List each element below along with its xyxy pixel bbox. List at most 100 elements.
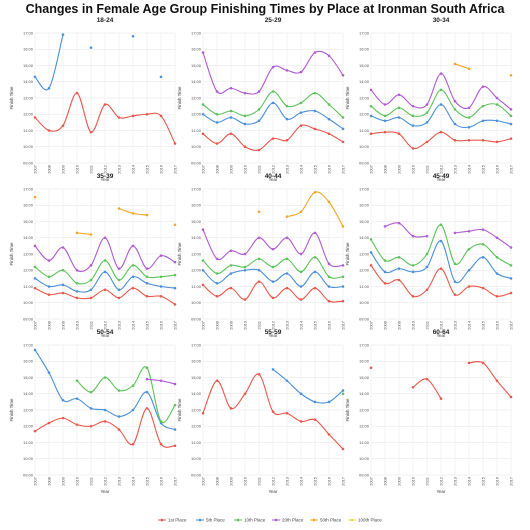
x-axis-label: Year xyxy=(268,177,278,182)
series-5th-place xyxy=(271,368,345,404)
data-point xyxy=(411,270,415,274)
x-tick-label: 2007 xyxy=(33,476,38,486)
data-point xyxy=(131,408,135,412)
data-point xyxy=(159,294,163,298)
x-tick-label: 2014 xyxy=(299,476,304,486)
data-point xyxy=(145,112,149,116)
data-point xyxy=(201,112,205,116)
series-5th-place xyxy=(369,103,513,129)
y-axis-label: Finish Time xyxy=(345,242,350,266)
data-point xyxy=(47,293,51,296)
series-10th-place xyxy=(33,259,177,285)
panel-55-59: 55-59 09:00 10:00 11:00 12:00 13:00 14:00 15:00… xyxy=(177,329,346,494)
y-tick-label: 17:00 xyxy=(359,30,370,35)
panel-title: 45-49 xyxy=(433,173,450,180)
data-point xyxy=(299,252,303,256)
legend-item: 5th Place xyxy=(196,518,225,523)
data-point xyxy=(453,280,457,283)
data-point xyxy=(495,103,499,106)
data-point xyxy=(173,403,177,407)
x-tick-label: 2015 xyxy=(313,164,318,174)
y-axis-label: Finish Time xyxy=(177,86,182,110)
y-axis-label: Finish Time xyxy=(9,398,14,422)
data-point xyxy=(313,270,317,274)
data-point xyxy=(243,145,247,149)
data-point xyxy=(383,270,387,274)
data-point xyxy=(313,127,317,131)
y-tick-label: 12:00 xyxy=(191,268,202,273)
y-tick-label: 13:00 xyxy=(191,251,202,256)
data-point xyxy=(173,286,177,290)
y-tick-label: 15:00 xyxy=(359,63,370,68)
data-point xyxy=(439,88,443,92)
x-tick-label: 2016 xyxy=(495,476,500,486)
data-point xyxy=(215,121,219,124)
data-point xyxy=(285,104,289,108)
panel-30-34: 30-34 09:00 10:00 11:00 12:00 13:00 14:00 15:00… xyxy=(345,17,514,182)
data-point xyxy=(453,122,457,126)
data-point xyxy=(47,371,51,374)
data-point xyxy=(327,103,331,106)
y-tick-label: 15:00 xyxy=(359,375,370,380)
data-point xyxy=(285,236,289,240)
data-point xyxy=(383,281,387,285)
x-axis-label: Year xyxy=(268,333,278,338)
data-point xyxy=(89,390,93,394)
data-point xyxy=(145,366,149,370)
data-point xyxy=(243,91,247,95)
y-tick-label: 14:00 xyxy=(23,235,34,240)
series-line xyxy=(76,232,92,236)
data-point xyxy=(397,116,401,119)
x-tick-label: 2013 xyxy=(117,476,122,486)
series-1st-place xyxy=(369,361,513,400)
data-point xyxy=(495,140,499,144)
series-10th-place xyxy=(341,392,345,396)
panel-title: 50-54 xyxy=(97,329,114,336)
data-point xyxy=(243,252,247,256)
data-point xyxy=(271,368,275,371)
data-point xyxy=(117,207,121,210)
data-point xyxy=(131,264,135,267)
data-point xyxy=(145,294,149,298)
x-axis-label: Year xyxy=(436,333,446,338)
data-point xyxy=(313,91,317,95)
data-point xyxy=(257,119,261,123)
y-tick-label: 09:00 xyxy=(359,160,370,165)
data-point xyxy=(327,132,331,136)
y-tick-label: 16:00 xyxy=(359,47,370,52)
x-tick-label: 2007 xyxy=(33,164,38,174)
data-point xyxy=(509,264,513,267)
data-point xyxy=(467,138,471,142)
data-point xyxy=(495,96,499,100)
y-tick-label: 16:00 xyxy=(23,47,34,52)
data-point xyxy=(341,140,345,144)
data-point xyxy=(299,101,303,105)
y-tick-label: 17:00 xyxy=(23,30,34,35)
y-tick-label: 12:00 xyxy=(359,268,370,273)
data-point xyxy=(117,116,121,119)
data-point xyxy=(117,278,121,282)
series-1st-place xyxy=(369,130,513,150)
x-tick-label: 2014 xyxy=(467,164,472,174)
data-point xyxy=(383,114,387,118)
x-tick-label: 2010 xyxy=(411,164,416,174)
y-axis-label: Finish Time xyxy=(177,398,182,422)
x-axis-label: Year xyxy=(268,489,278,494)
legend-label: 10th Place xyxy=(244,518,266,523)
series-5th-place xyxy=(33,33,163,91)
x-tick-label: 2011 xyxy=(257,476,262,485)
x-tick-label: 2014 xyxy=(299,320,304,330)
y-tick-label: 16:00 xyxy=(359,203,370,208)
panel-18-24: 18-24 09:00 10:00 11:00 12:00 13:00 14:00 15:00… xyxy=(9,17,178,182)
x-tick-label: 2007 xyxy=(201,476,206,486)
data-point xyxy=(341,225,345,228)
data-point xyxy=(159,254,163,257)
data-point xyxy=(313,109,317,113)
y-tick-label: 13:00 xyxy=(191,407,202,412)
x-tick-label: 2015 xyxy=(145,320,150,330)
data-point xyxy=(285,257,289,261)
data-point xyxy=(75,290,79,293)
x-tick-label: 2017 xyxy=(509,164,514,174)
data-point xyxy=(327,262,331,266)
data-point xyxy=(89,288,93,292)
